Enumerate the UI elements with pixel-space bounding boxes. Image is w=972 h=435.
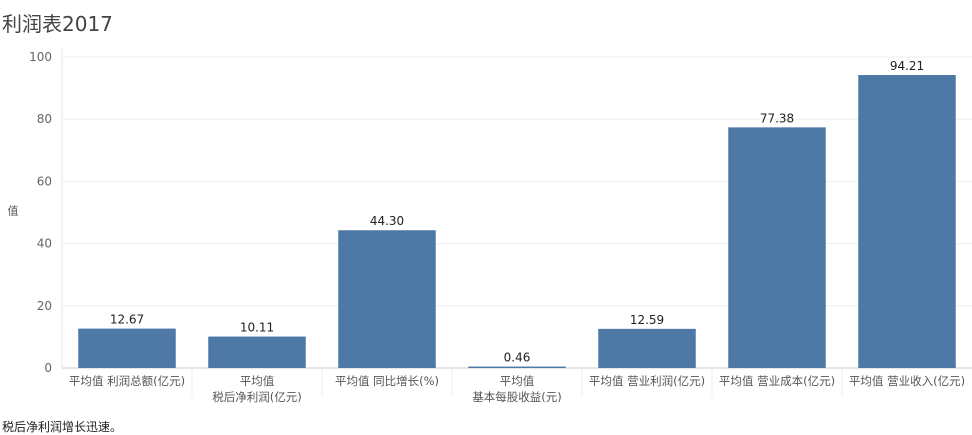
y-tick-label: 60 [37, 174, 52, 188]
x-tick-label: 平均值 营业收入(亿元) [849, 374, 965, 388]
bar [208, 336, 306, 368]
x-tick-label: 平均值 [500, 374, 535, 388]
y-tick-label: 40 [37, 237, 52, 251]
y-tick-label: 80 [37, 112, 52, 126]
x-tick-label: 税后净利润(亿元) [212, 390, 301, 404]
y-tick-label: 20 [37, 299, 52, 313]
x-tick-label: 平均值 同比增长(%) [335, 374, 439, 388]
data-label: 94.21 [890, 59, 924, 73]
bar [78, 328, 176, 368]
data-label: 12.59 [630, 313, 664, 327]
data-label: 0.46 [504, 351, 531, 365]
bar [858, 75, 956, 368]
data-label: 10.11 [240, 321, 274, 335]
y-tick-label: 0 [44, 361, 52, 375]
x-tick-label: 平均值 营业利润(亿元) [589, 374, 705, 388]
chart-footnote: 税后净利润增长迅速。 [2, 420, 123, 434]
x-tick-label: 平均值 利润总额(亿元) [69, 374, 185, 388]
x-tick-label: 基本每股收益(元) [472, 390, 561, 404]
data-label: 12.67 [110, 313, 144, 327]
chart-title: 利润表2017 [2, 12, 113, 36]
data-label: 77.38 [760, 111, 794, 125]
bar [468, 366, 566, 368]
bar-chart: 0 20 40 60 80 100 12.67 平均值 利润总额(亿元) 10.11 平均值税后净… [29, 47, 972, 404]
x-tick-label: 平均值 [240, 374, 275, 388]
bar [598, 328, 696, 368]
bar [728, 127, 826, 368]
data-label: 44.30 [370, 214, 404, 228]
x-tick-label: 平均值 营业成本(亿元) [719, 374, 835, 388]
y-tick-label: 100 [29, 50, 52, 64]
bar [338, 230, 436, 368]
y-axis-label: 值 [6, 205, 19, 216]
